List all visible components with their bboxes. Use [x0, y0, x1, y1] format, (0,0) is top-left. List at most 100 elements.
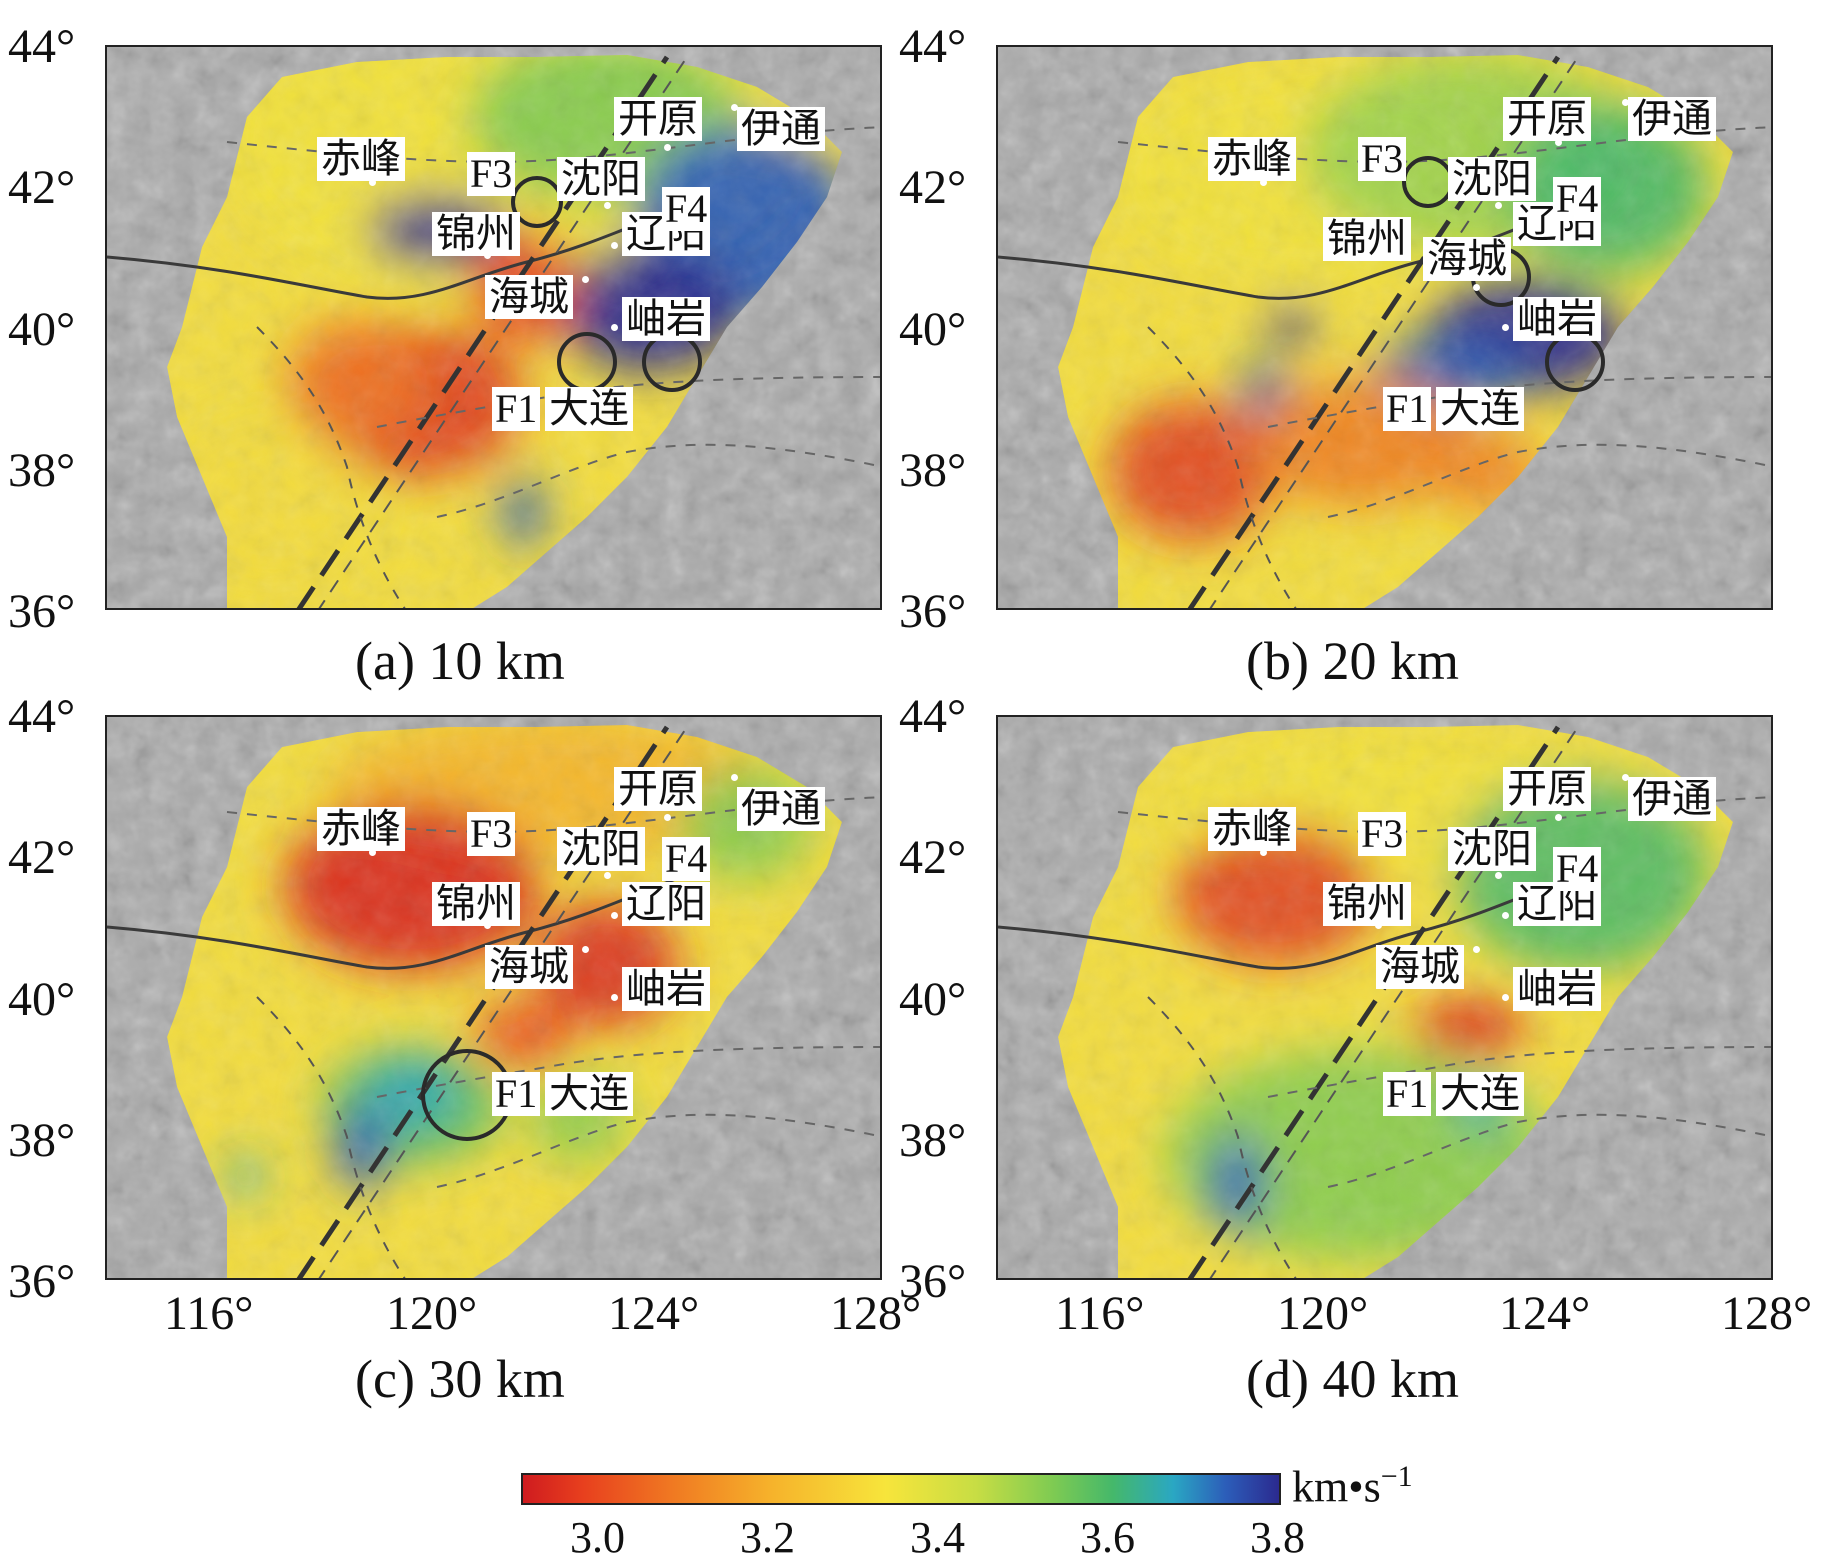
city-label-dalian: 大连 [1436, 387, 1524, 431]
city-dot-yitong [1622, 99, 1629, 106]
longitude-tick-label: 120° [1277, 1287, 1369, 1340]
latitude-tick-label: 40° [899, 302, 967, 356]
city-dot-shenyang [1495, 202, 1502, 209]
city-label-chifeng: 赤峰 [1208, 137, 1296, 181]
fault-line [1209, 56, 1579, 608]
colorbar-unit-exponent: −1 [1380, 1460, 1413, 1493]
colorbar-tick-label: 3.6 [1080, 1513, 1135, 1562]
city-label-shenyang: 沈阳 [557, 827, 645, 871]
city-label-xiuyan: 岫岩 [1513, 297, 1601, 341]
city-dot-yitong [1622, 774, 1629, 781]
city-dot-chifeng [1260, 179, 1267, 186]
city-dot-chifeng [1260, 849, 1267, 856]
city-dot-yitong [731, 774, 738, 781]
velocity-map-a [107, 47, 880, 608]
fault-line [1187, 725, 1561, 1278]
fault-line [1267, 376, 1771, 428]
fault-line [436, 1113, 880, 1188]
city-label-jinzhou: 锦州 [1323, 882, 1411, 926]
city-dot-chifeng [369, 849, 376, 856]
city-dot-xiuyan [611, 994, 618, 1001]
earthquake-marker [557, 332, 617, 392]
longitude-tick-label: 128° [830, 1287, 922, 1340]
city-dot-haicheng [582, 946, 589, 953]
fault-line [1147, 326, 1297, 608]
fault-label-f4: F4 [662, 187, 711, 231]
fault-line [1147, 996, 1297, 1278]
city-label-jinzhou: 锦州 [432, 212, 520, 256]
city-label-kaiyuan: 开原 [614, 767, 702, 811]
city-label-haicheng: 海城 [1376, 945, 1464, 989]
city-label-kaiyuan: 开原 [614, 97, 702, 141]
city-label-jinzhou: 锦州 [432, 882, 520, 926]
fault-line [256, 996, 406, 1278]
fault-label-f1: F1 [1383, 1072, 1432, 1116]
colorbar-tick-label: 3.0 [570, 1513, 625, 1562]
city-dot-haicheng [1473, 284, 1480, 291]
fault-line [1187, 55, 1561, 608]
city-label-chifeng: 赤峰 [317, 807, 405, 851]
latitude-tick-label: 44° [8, 690, 76, 743]
fault-label-f1: F1 [1383, 387, 1432, 431]
latitude-tick-label: 36° [899, 1255, 967, 1308]
fault-line [296, 725, 670, 1278]
fault-label-f4: F4 [662, 837, 711, 881]
panel-caption-b: (b) 20 km [1246, 631, 1459, 691]
city-dot-xiuyan [611, 324, 618, 331]
latitude-tick-label: 42° [8, 161, 76, 215]
city-dot-kaiyuan [1555, 814, 1562, 821]
fault-line [376, 376, 880, 428]
colorbar-tick-label: 3.4 [910, 1513, 965, 1562]
fault-line [1327, 1113, 1771, 1188]
colorbar-tick-label: 3.2 [740, 1513, 795, 1562]
latitude-tick-label: 38° [8, 443, 76, 497]
fault-line [256, 326, 406, 608]
city-label-haicheng: 海城 [1423, 237, 1511, 281]
latitude-tick-label: 42° [8, 831, 76, 885]
city-label-yitong: 伊通 [737, 107, 825, 151]
city-label-shenyang: 沈阳 [1448, 827, 1536, 871]
panel-caption-c: (c) 30 km [355, 1349, 565, 1409]
city-dot-chifeng [369, 179, 376, 186]
city-label-kaiyuan: 开原 [1503, 767, 1591, 811]
latitude-tick-label: 38° [899, 443, 967, 497]
panel-caption-d: (d) 40 km [1246, 1349, 1459, 1409]
latitude-tick-label: 42° [899, 161, 967, 215]
city-label-liaoyang: 辽阳 [622, 882, 710, 926]
fault-label-f4: F4 [1553, 177, 1602, 221]
city-label-xiuyan: 岫岩 [1513, 967, 1601, 1011]
city-label-haicheng: 海城 [485, 275, 573, 319]
fault-line [1327, 443, 1771, 518]
city-dot-shenyang [604, 872, 611, 879]
city-dot-kaiyuan [664, 814, 671, 821]
city-label-shenyang: 沈阳 [1448, 157, 1536, 201]
earthquake-marker [1402, 156, 1454, 208]
city-label-xiuyan: 岫岩 [622, 297, 710, 341]
fault-label-f4: F4 [1553, 847, 1602, 891]
city-dot-shenyang [604, 202, 611, 209]
fault-label-f3: F3 [467, 812, 516, 856]
latitude-tick-label: 44° [8, 20, 76, 73]
fault-line [436, 443, 880, 518]
city-dot-kaiyuan [664, 144, 671, 151]
fault-label-f1: F1 [492, 387, 541, 431]
fault-line [1267, 1046, 1771, 1098]
latitude-tick-label: 40° [8, 972, 76, 1026]
colorbar-tick-label: 3.8 [1250, 1513, 1305, 1562]
longitude-tick-label: 116° [164, 1287, 254, 1340]
latitude-tick-label: 38° [899, 1113, 967, 1167]
latitude-tick-label: 44° [899, 690, 967, 743]
latitude-tick-label: 38° [8, 1113, 76, 1167]
city-label-shenyang: 沈阳 [557, 157, 645, 201]
latitude-tick-label: 36° [8, 585, 76, 638]
city-dot-liaoyang [1502, 912, 1509, 919]
fault-line [318, 56, 688, 608]
city-dot-liaoyang [611, 912, 618, 919]
latitude-tick-label: 42° [899, 831, 967, 885]
earthquake-marker [511, 176, 563, 228]
city-label-yitong: 伊通 [737, 787, 825, 831]
colorbar-unit-main: km•s [1292, 1462, 1381, 1512]
city-dot-kaiyuan [1555, 139, 1562, 146]
fault-line [107, 195, 708, 300]
longitude-tick-label: 128° [1721, 1287, 1813, 1340]
